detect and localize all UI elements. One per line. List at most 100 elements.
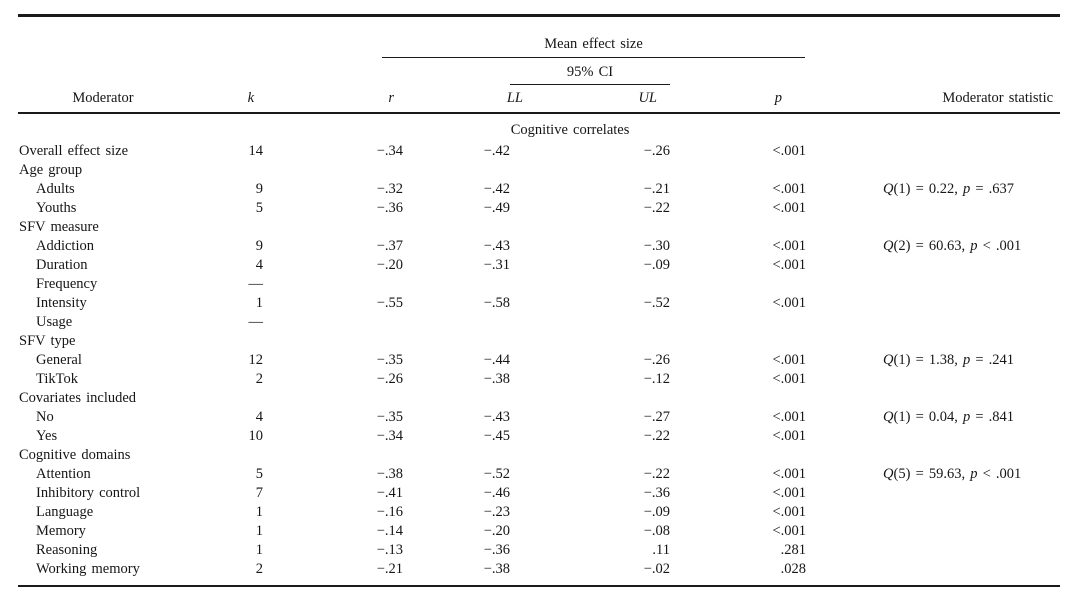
- p-column-header: p: [673, 85, 809, 114]
- stat-cell: Q(1) = 1.38, p = .241: [808, 351, 1060, 370]
- k-cell: 4: [255, 409, 263, 425]
- ll-cell: −.38: [483, 561, 510, 577]
- ul-cell: −.08: [643, 523, 670, 539]
- stat-part: p: [963, 352, 971, 368]
- moderator-column-header: Moderator: [18, 85, 223, 114]
- stat-part: (2) = 60.63,: [893, 238, 971, 254]
- ul-cell: [533, 218, 673, 237]
- stat-part: Q: [883, 181, 894, 197]
- stat-part: < .001: [977, 466, 1022, 482]
- ul-cell: [533, 275, 673, 294]
- r-cell: −.32: [376, 181, 403, 197]
- ll-cell: [423, 275, 533, 294]
- k-cell: [223, 218, 293, 237]
- ci-rule: 95% CI: [510, 63, 670, 85]
- ll-cell: [423, 332, 533, 351]
- column-header-row: Moderator k r LL UL p Moderator statisti…: [18, 85, 1061, 114]
- spacer-cell: [18, 58, 223, 85]
- moderator-cell: TikTok: [36, 371, 78, 387]
- r-cell: [293, 313, 423, 332]
- ci-label: 95% CI: [566, 64, 614, 80]
- k-cell: 1: [255, 504, 263, 520]
- ll-cell: −.49: [483, 200, 510, 216]
- k-cell: 1: [255, 295, 263, 311]
- stat-part: = .241: [970, 352, 1015, 368]
- k-cell: 2: [255, 561, 263, 577]
- table-row: Duration 4 −.20 −.31 −.09 <.001: [18, 256, 1060, 275]
- r-cell: −.34: [376, 143, 403, 159]
- k-cell: 12: [248, 352, 264, 368]
- stat-cell: [808, 256, 1060, 275]
- stat-cell: [808, 541, 1060, 560]
- group-row: SFV measure: [18, 218, 1060, 237]
- r-cell: [293, 389, 423, 408]
- ll-cell: −.36: [483, 542, 510, 558]
- stat-part: p: [963, 181, 971, 197]
- r-cell: −.34: [376, 428, 403, 444]
- ul-cell: −.09: [643, 257, 670, 273]
- table-row: Inhibitory control 7 −.41 −.46 −.36 <.001: [18, 484, 1060, 503]
- p-cell: [673, 332, 808, 351]
- r-cell: −.16: [376, 504, 403, 520]
- table-row: General 12 −.35 −.44 −.26 <.001 Q(1) = 1.38, p…: [18, 351, 1060, 370]
- spacer-cell: [808, 17, 1060, 58]
- section-header: Cognitive correlates: [510, 122, 630, 138]
- p-cell: <.001: [772, 409, 807, 425]
- moderator-cell: Addiction: [36, 238, 94, 254]
- r-cell: −.37: [376, 238, 403, 254]
- ul-cell: −.26: [643, 143, 670, 159]
- spacer-cell: [223, 58, 293, 85]
- moderator-cell: General: [36, 352, 82, 368]
- ul-cell: [533, 389, 673, 408]
- spacer-cell: [673, 58, 808, 85]
- stat-part: Q: [883, 238, 894, 254]
- stat-part: = .841: [970, 409, 1015, 425]
- p-cell: [673, 313, 808, 332]
- k-cell: [223, 446, 293, 465]
- ul-cell: −.22: [643, 428, 670, 444]
- stat-cell: Q(2) = 60.63, p < .001: [808, 237, 1060, 256]
- spacer-cell: [223, 17, 293, 58]
- k-cell: —: [248, 314, 264, 330]
- k-column-header: k: [223, 85, 293, 114]
- stat-cell: [808, 199, 1060, 218]
- table-row: Overall effect size 14 −.34 −.42 −.26 <.001: [18, 142, 1060, 161]
- stat-part: Q: [883, 409, 894, 425]
- moderator-cell: Covariates included: [19, 390, 137, 406]
- table-row: TikTok 2 −.26 −.38 −.12 <.001: [18, 370, 1060, 389]
- stat-cell: [808, 389, 1060, 408]
- stat-cell: [808, 275, 1060, 294]
- ul-cell: .11: [652, 542, 670, 558]
- ll-cell: [423, 446, 533, 465]
- moderator-cell: Intensity: [36, 295, 87, 311]
- spacer-cell: [18, 17, 223, 58]
- r-cell: −.36: [376, 200, 403, 216]
- r-cell: −.21: [376, 561, 403, 577]
- moderator-cell: Duration: [36, 257, 88, 273]
- stat-cell: [808, 142, 1060, 161]
- table-row: No 4 −.35 −.43 −.27 <.001 Q(1) = 0.04, p = .84…: [18, 408, 1060, 427]
- k-cell: 14: [248, 143, 264, 159]
- ul-cell: −.09: [643, 504, 670, 520]
- ll-cell: −.43: [483, 409, 510, 425]
- p-cell: <.001: [772, 181, 807, 197]
- r-cell: −.13: [376, 542, 403, 558]
- moderator-cell: No: [36, 409, 54, 425]
- ll-cell: −.42: [483, 181, 510, 197]
- stat-cell: Q(1) = 0.22, p = .637: [808, 180, 1060, 199]
- k-cell: 4: [255, 257, 263, 273]
- p-cell: <.001: [772, 371, 807, 387]
- moderator-cell: Youths: [36, 200, 77, 216]
- stat-cell: [808, 522, 1060, 541]
- moderator-cell: Age group: [19, 162, 83, 178]
- moderator-cell: Attention: [36, 466, 91, 482]
- k-cell: —: [248, 276, 264, 292]
- stat-cell: [808, 218, 1060, 237]
- k-cell: [223, 389, 293, 408]
- moderator-cell: Memory: [36, 523, 86, 539]
- k-cell: 2: [255, 371, 263, 387]
- table-row: Memory 1 −.14 −.20 −.08 <.001: [18, 522, 1060, 541]
- k-cell: [223, 161, 293, 180]
- table-body: Cognitive correlates Overall effect size 1…: [18, 113, 1060, 579]
- moderator-cell: Usage: [36, 314, 73, 330]
